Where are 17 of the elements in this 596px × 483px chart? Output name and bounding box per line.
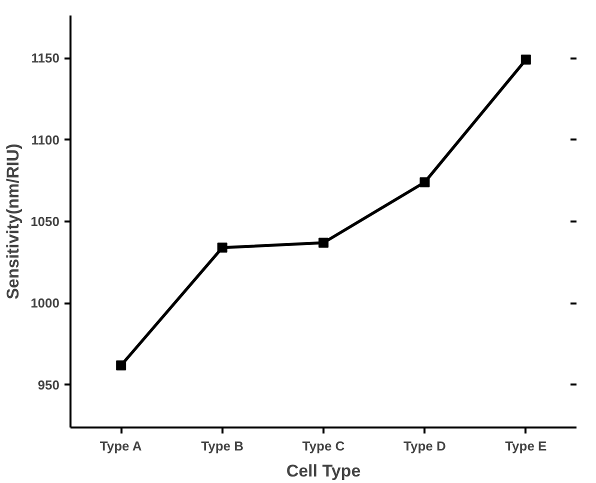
y-tick-label: 1150 xyxy=(31,50,60,66)
y-tick-label: 950 xyxy=(38,377,60,392)
y-tick-label: 1050 xyxy=(30,214,60,229)
x-tick-label: Type C xyxy=(302,438,346,454)
point xyxy=(116,360,126,370)
y-axis-title: Sensitivity(nm/RIU) xyxy=(4,144,23,300)
x-tick-label: Type D xyxy=(404,438,446,454)
x-tick-label: Type B xyxy=(201,438,244,454)
y-tick-label: 1000 xyxy=(30,296,60,311)
x-tick-label: Type E xyxy=(505,438,548,454)
point xyxy=(217,242,228,253)
y-tick-label: 1100 xyxy=(31,132,60,148)
point xyxy=(420,177,430,188)
point xyxy=(318,238,328,248)
point xyxy=(520,54,531,65)
x-tick-label: Type A xyxy=(100,438,142,454)
x-axis-title: Cell Type xyxy=(286,462,361,480)
